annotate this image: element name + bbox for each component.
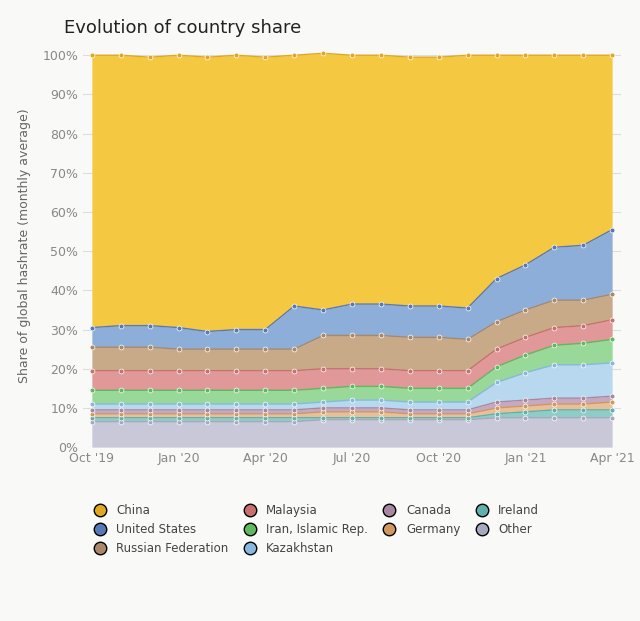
Y-axis label: Share of global hashrate (monthly average): Share of global hashrate (monthly averag… xyxy=(19,108,31,383)
Text: Evolution of country share: Evolution of country share xyxy=(64,19,301,37)
Legend: China, United States, Russian Federation, Malaysia, Iran, Islamic Rep., Kazakhst: China, United States, Russian Federation… xyxy=(83,499,544,560)
